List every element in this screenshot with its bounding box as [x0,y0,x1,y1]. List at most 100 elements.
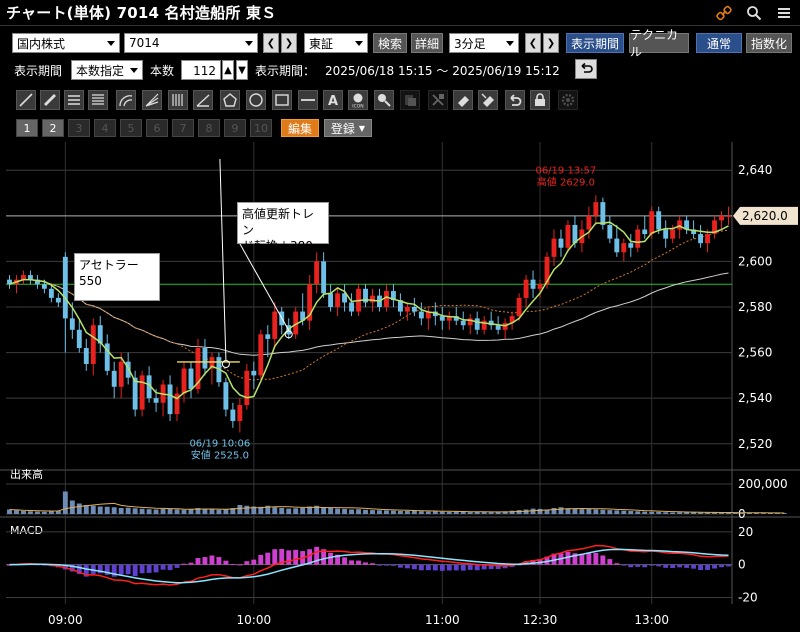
macd-title: MACD [10,524,43,537]
fan-tool-button[interactable] [142,90,162,110]
trendline-tool-button[interactable] [16,90,36,110]
horizontal-line-tool-button[interactable] [298,90,318,110]
candle-body [251,370,257,376]
range-label: 表示期間： [255,64,316,78]
market-type-select[interactable]: 国内株式 [12,33,120,53]
interval-select[interactable]: 3分足 [449,33,519,53]
link-icon[interactable] [714,3,734,23]
count-stepper-down[interactable]: ▼ [236,60,248,80]
rectangle-tool-button[interactable] [272,90,292,110]
next-interval-button[interactable]: ❯ [543,33,559,53]
pentagon-tool-button[interactable] [220,90,240,110]
candle-body [97,325,103,344]
horizontal-lines-tool-button[interactable] [88,90,108,110]
normal-button[interactable]: 通常 [696,33,742,53]
detail-button[interactable]: 詳細 [411,33,443,53]
page-tab-9[interactable]: 9 [224,119,246,137]
candle-body [467,318,473,326]
menu-icon[interactable] [774,3,794,23]
candle-body [265,334,271,339]
volume-bar [467,512,473,514]
register-button[interactable]: 登録 ▼ [324,119,372,137]
undo-tool-button[interactable] [505,90,525,110]
page-tab-10[interactable]: 10 [250,119,272,137]
page-tab-7[interactable]: 7 [172,119,194,137]
page-tab-8[interactable]: 8 [198,119,220,137]
candle-body [509,316,515,323]
volume-bar [663,512,669,514]
chart-area[interactable]: 2,6402,6202,6002,5802,5602,5402,52009:00… [0,142,800,632]
candle-body [558,238,564,248]
page-tab-1[interactable]: 1 [16,119,38,137]
arc-tool-button[interactable] [116,90,136,110]
candle-body [21,275,26,280]
search-button[interactable]: 検索 [373,33,407,53]
macd-histogram-bar [76,564,82,575]
volume-bar [125,507,131,514]
volume-bar [432,511,438,514]
macd-histogram-bar [118,564,124,575]
macd-histogram-bar [600,555,606,565]
vertical-lines-tool-button[interactable] [168,90,188,110]
candle-body [621,243,627,253]
macd-tick-label: 20 [738,525,753,539]
index-button[interactable]: 指数化 [746,33,792,53]
volume-bar [516,510,522,514]
count-input[interactable]: 112 [181,60,221,80]
next-code-button[interactable]: ❯ [281,33,297,53]
macd-histogram-bar [230,563,236,565]
macd-histogram-bar [251,559,257,565]
macd-histogram-bar [7,564,12,566]
page-tab-2[interactable]: 2 [42,119,64,137]
exchange-select[interactable]: 東証 [304,33,368,53]
page-tab-5[interactable]: 5 [120,119,142,137]
volume-bar [146,509,152,514]
annotation-trend-reversal: 高値更新トレン ド転換＋380 [237,202,329,253]
volume-bar [230,508,236,514]
candle-body [363,288,368,303]
period-mode-select[interactable]: 本数指定 [71,60,143,80]
technical-button[interactable]: テクニカル [629,28,689,59]
page-tab-4[interactable]: 4 [94,119,116,137]
search-icon[interactable] [744,3,764,23]
volume-bar [551,508,557,514]
macd-histogram-bar [202,557,208,565]
icon-stamp-tool-button[interactable]: ICON [348,90,368,110]
candle-body [328,293,334,307]
time-tick-label: 11:00 [425,613,460,627]
lock-tool-button[interactable] [530,90,550,110]
eraser-tool-button[interactable] [453,90,473,110]
paste-tool-button[interactable] [400,90,420,110]
copy-tool-button[interactable] [374,90,394,110]
eraser-all-icon [481,93,494,107]
candle-body [48,288,54,298]
volume-bar [272,507,278,514]
macd-histogram-bar [656,564,662,567]
ruler-tool-button[interactable] [40,90,60,110]
candle-body [663,229,669,239]
volume-bar [160,508,166,514]
volume-bar [760,513,766,514]
reset-range-icon[interactable] [575,59,597,79]
circle-tool-button[interactable] [246,90,266,110]
parallel-lines-tool-button[interactable] [64,90,84,110]
page-tab-6[interactable]: 6 [146,119,168,137]
page-tab-3[interactable]: 3 [68,119,90,137]
angle-tool-button[interactable] [193,90,213,110]
eraser-all-tool-button[interactable] [478,90,498,110]
macd-histogram-bar [307,549,313,565]
settings-tool-button[interactable] [558,90,578,110]
candle-body [481,320,487,330]
macd-histogram-bar [174,564,180,568]
prev-interval-button[interactable]: ❮ [525,33,541,53]
edit-button[interactable]: 編集 [281,119,319,137]
count-stepper-up[interactable]: ▲ [222,60,234,80]
period-display-button[interactable]: 表示期間 [566,33,624,53]
code-select[interactable]: 7014 [124,33,258,53]
candle-body [495,325,501,330]
text-tool-button[interactable]: A [323,90,343,110]
prev-code-button[interactable]: ❮ [263,33,279,53]
candle-body [125,361,131,378]
market-type-value: 国内株式 [17,36,66,51]
hide-tool-button[interactable] [428,90,448,110]
